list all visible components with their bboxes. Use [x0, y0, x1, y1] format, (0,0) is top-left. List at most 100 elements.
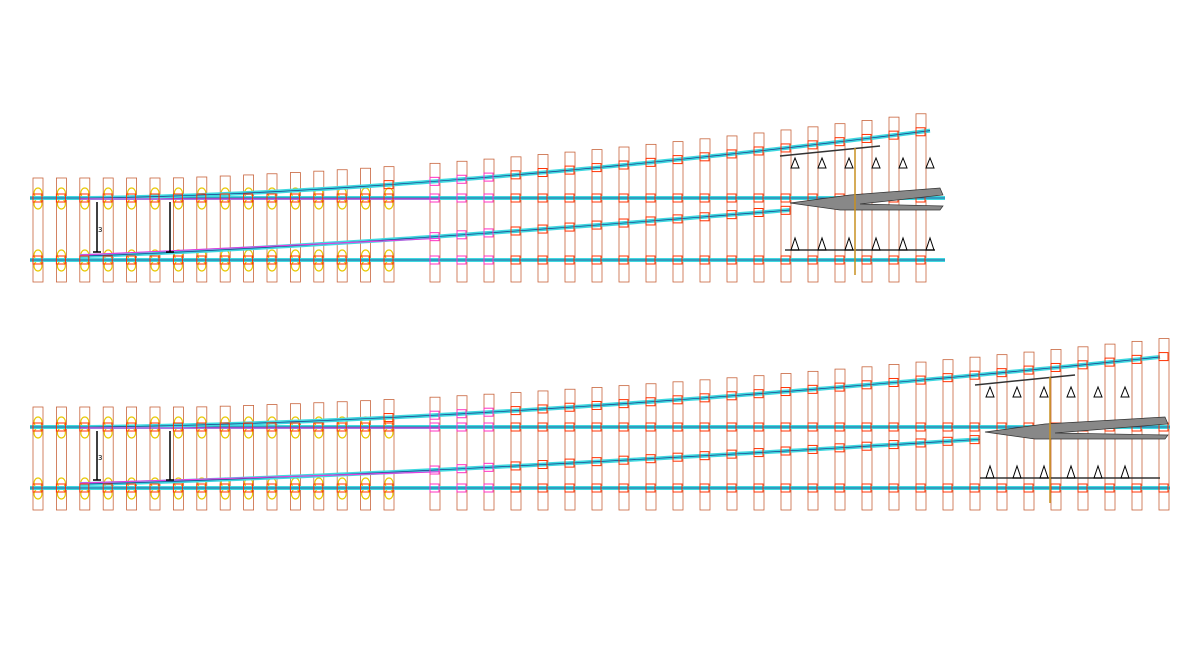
rail-clip — [55, 255, 66, 265]
chair — [817, 236, 827, 251]
chair — [1012, 385, 1022, 398]
rail-clip — [219, 255, 230, 265]
rail-clip — [243, 193, 254, 203]
rail-clip — [726, 149, 737, 159]
switch-rail — [79, 471, 441, 484]
frog-rail — [974, 374, 1076, 386]
rail-clip — [55, 422, 66, 432]
rail-clip — [289, 483, 300, 493]
sleeper — [564, 388, 576, 511]
sleeper — [383, 166, 395, 283]
sleeper — [219, 405, 231, 511]
sleeper — [243, 174, 255, 283]
rail-clip — [196, 422, 207, 432]
sleeper — [618, 385, 630, 511]
sleeper — [149, 177, 161, 283]
rail-clip — [243, 422, 254, 432]
sleeper — [861, 366, 873, 511]
rail-clip — [618, 193, 629, 203]
chair — [871, 156, 881, 169]
rail-clip — [915, 438, 926, 448]
rail-clip — [1077, 360, 1088, 370]
rail-clip — [149, 255, 160, 265]
sleeper — [969, 356, 981, 511]
rail-clip — [456, 255, 467, 265]
rail-clip — [1077, 483, 1088, 493]
sleeper — [266, 173, 278, 283]
rail-clip — [510, 255, 521, 265]
frog — [984, 416, 1169, 440]
rail-clip — [672, 255, 683, 265]
rail-clip — [32, 193, 43, 203]
rail-clip — [1023, 483, 1034, 493]
sleeper — [383, 399, 395, 511]
sleeper — [56, 406, 67, 511]
rail-clip — [861, 422, 872, 432]
rail-clip — [942, 483, 953, 493]
rail-clip — [102, 422, 113, 432]
turnout-drawing: 3 — [30, 113, 945, 283]
rail-clip — [456, 230, 467, 240]
rail-clip — [564, 193, 575, 203]
sleeper — [726, 135, 738, 283]
chair — [844, 156, 854, 169]
sleeper — [289, 403, 301, 511]
chair — [1066, 385, 1076, 398]
tie-bar-label: 3 — [98, 226, 102, 234]
rail-clip — [383, 193, 394, 203]
rail-clip — [289, 255, 300, 265]
rail-clip — [219, 422, 230, 432]
rail-clip — [618, 399, 629, 409]
chair — [1039, 385, 1049, 398]
chair — [1120, 385, 1130, 398]
rail-clip — [780, 255, 791, 265]
sleeper — [672, 381, 684, 511]
sleeper — [266, 404, 278, 511]
sleeper — [149, 406, 161, 511]
rail-clip — [383, 483, 394, 493]
rail-clip — [196, 483, 207, 493]
rail-clip — [807, 255, 818, 265]
rail-clip — [510, 170, 521, 180]
rail-clip — [429, 193, 440, 203]
rail-clip — [510, 422, 521, 432]
sleeper — [126, 406, 137, 511]
rail-clip — [969, 370, 980, 380]
sleeper — [726, 377, 738, 511]
rail-clip — [672, 395, 683, 405]
rail-clip — [618, 483, 629, 493]
rail-clip — [996, 483, 1007, 493]
rail-clip — [336, 483, 347, 493]
turnout-drawing: 3 — [30, 338, 1170, 511]
rail-clip — [807, 444, 818, 454]
rail-clip — [289, 193, 300, 203]
rail-clip — [834, 382, 845, 392]
rail-clip — [79, 193, 90, 203]
rail-clip — [313, 193, 324, 203]
rail-clip — [456, 193, 467, 203]
chair — [1012, 464, 1022, 479]
rail-clip — [942, 436, 953, 446]
rail-clip — [360, 255, 371, 265]
rail-clip — [219, 193, 230, 203]
rail-clip — [969, 483, 980, 493]
rail-clip — [564, 165, 575, 175]
rail-clip — [79, 255, 90, 265]
rail-clip — [888, 422, 899, 432]
sleeper — [456, 395, 468, 511]
rail-clip — [753, 448, 764, 458]
rail-clip — [888, 130, 899, 140]
chair — [985, 385, 995, 398]
rail-clip — [591, 400, 602, 410]
rail-clip — [510, 193, 521, 203]
rail-clip — [149, 422, 160, 432]
rail-clip — [699, 255, 710, 265]
rail-clip — [699, 483, 710, 493]
rail-clip — [726, 255, 737, 265]
rail-clip — [1131, 354, 1142, 364]
rail-clip — [942, 373, 953, 383]
rail-clip — [126, 255, 137, 265]
diverging-rail-edge — [79, 356, 1161, 428]
rail-clip — [456, 422, 467, 432]
chair — [925, 236, 935, 251]
